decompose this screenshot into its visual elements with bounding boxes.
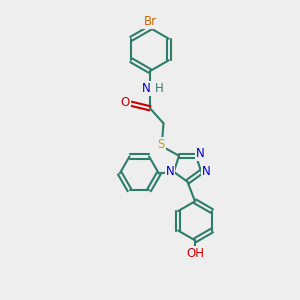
Text: N: N — [202, 165, 211, 178]
Text: S: S — [158, 138, 165, 152]
Text: N: N — [196, 147, 204, 160]
Text: O: O — [121, 96, 130, 109]
Text: N: N — [142, 82, 151, 95]
Text: Br: Br — [143, 15, 157, 28]
Text: H: H — [154, 82, 164, 95]
Text: OH: OH — [186, 247, 204, 260]
Text: N: N — [166, 165, 174, 178]
